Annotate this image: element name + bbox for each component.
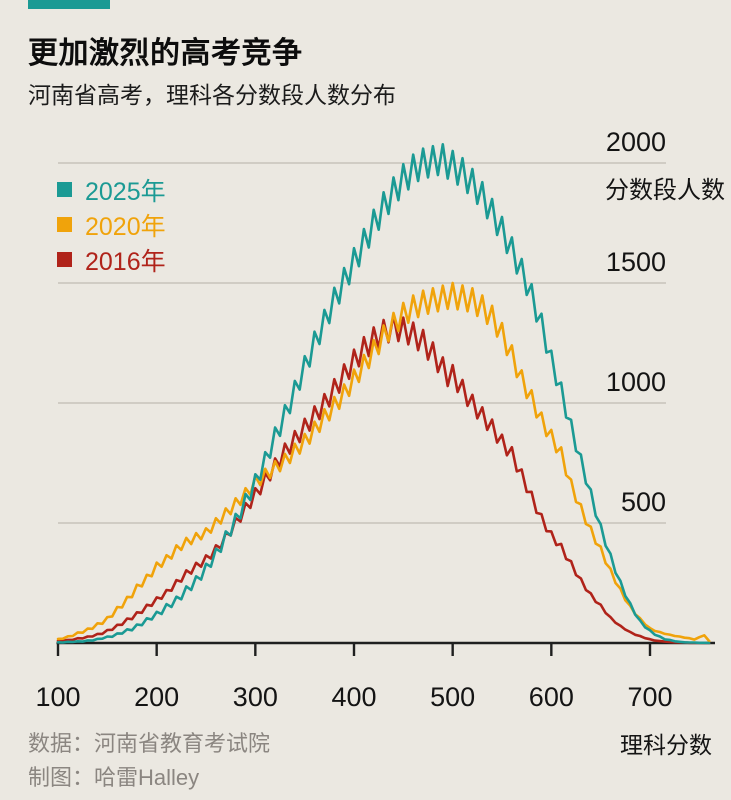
x-tick-label-500: 500 [430, 682, 476, 712]
legend: 2025年 2020年 2016年 [57, 172, 166, 277]
x-tick-label-400: 400 [331, 682, 377, 712]
legend-item-2025年: 2025年 [57, 172, 166, 207]
x-tick-label-600: 600 [528, 682, 574, 712]
brand-tab [28, 0, 110, 9]
y-axis-title: 分数段人数 [605, 177, 725, 204]
series-line-2020年 [56, 281, 711, 643]
legend-swatch-2016年 [57, 252, 72, 267]
y-tick-label-1500: 1500 [605, 247, 666, 277]
x-tick-label-200: 200 [134, 682, 180, 712]
legend-item-2020年: 2020年 [57, 207, 166, 242]
chart-title: 更加激烈的高考竞争 [28, 37, 303, 70]
series-line-2016年 [56, 313, 711, 645]
x-tick-label-300: 300 [232, 682, 278, 712]
y-tick-label-500: 500 [620, 487, 666, 517]
legend-item-2016年: 2016年 [57, 242, 166, 277]
legend-swatch-2025年 [57, 182, 72, 197]
series-line-2025年 [56, 143, 711, 645]
legend-swatch-2020年 [57, 217, 72, 232]
chart-subtitle: 河南省高考，理科各分数段人数分布 [28, 82, 396, 108]
x-axis-title: 理科分数 [620, 732, 712, 758]
credit-note: 制图：哈雷Halley [28, 765, 200, 790]
x-tick-label-100: 100 [35, 682, 81, 712]
legend-label-2020年: 2020年 [85, 212, 166, 241]
y-tick-label-2000: 2000 [605, 127, 666, 157]
y-tick-label-1000: 1000 [605, 367, 666, 397]
x-tick-label-700: 700 [627, 682, 673, 712]
legend-label-2025年: 2025年 [85, 177, 166, 206]
source-note: 数据：河南省教育考试院 [28, 731, 271, 756]
legend-label-2016年: 2016年 [85, 247, 166, 276]
